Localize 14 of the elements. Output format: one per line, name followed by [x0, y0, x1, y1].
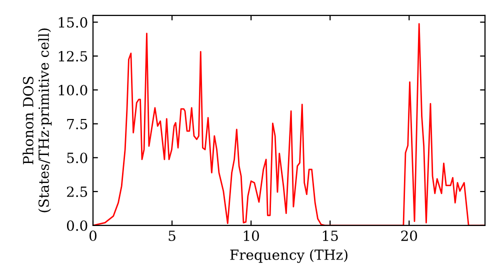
x-tick-label: 10	[244, 230, 259, 242]
x-axis-title: Frequency (THz)	[230, 249, 348, 263]
x-tick-label: 0	[89, 230, 96, 242]
y-tick-label: 0.0	[66, 220, 88, 231]
y-tick-label: 5.0	[67, 152, 88, 164]
y-tick-label: 10.0	[58, 84, 88, 96]
x-tick-label: 5	[168, 230, 176, 242]
x-tick-label: 15	[322, 230, 338, 242]
x-tick-label: 20	[401, 230, 418, 242]
y-tick-label: 15.0	[58, 17, 88, 28]
y-axis-title: Phonon DOS (States/THz·primitive cell)	[22, 28, 52, 212]
y-tick-label: 2.5	[66, 186, 88, 198]
y-tick-label: 7.5	[67, 118, 88, 130]
y-tick-label: 12.5	[58, 51, 88, 62]
